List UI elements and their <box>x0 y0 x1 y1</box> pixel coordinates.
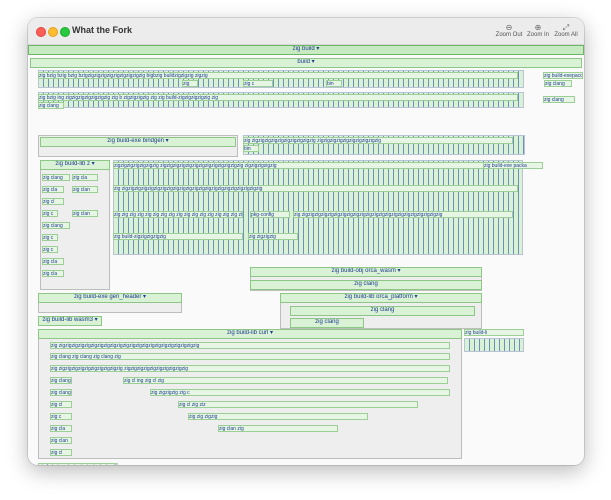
bar-z-zig-clang-5[interactable]: zig clang <box>42 222 70 229</box>
bar-curl-zig-row7[interactable]: zig zig zigzig <box>188 413 368 420</box>
zoom-in-icon: ⊕ <box>534 23 542 32</box>
zoom-out-label: Zoom Out <box>495 32 523 38</box>
zoom-out-icon: ⊖ <box>505 23 513 32</box>
bar-build-exe-bindgen[interactable]: zig build-exe bindgen ▾ <box>40 137 236 147</box>
close-window-button[interactable] <box>36 27 46 37</box>
bar-build-lib-e-hatched[interactable] <box>464 338 524 352</box>
bar-z-zig-cl-3[interactable]: zig cl <box>42 198 64 205</box>
bar-zig-wide-row1[interactable]: zig bzig bzig bzig bzigzigzigzigzigzigzi… <box>38 72 518 79</box>
bar-pkg-config[interactable]: pkg-config <box>250 211 290 218</box>
bar-curl-zig-clang-4[interactable]: zig clang <box>50 377 72 384</box>
bar-z-zig-cla-2[interactable]: zig cla <box>42 186 64 193</box>
bar-mid-hatched[interactable] <box>113 160 523 255</box>
zoom-all-label: Zoom All <box>554 32 578 38</box>
zoom-in-button[interactable]: ⊕ Zoom In <box>522 23 554 38</box>
bar-curl-zig-row6[interactable]: zig cl zig ziz <box>178 401 418 408</box>
bar-z-zig-c-7[interactable]: zig c <box>42 246 58 253</box>
zoom-out-button[interactable]: ⊖ Zoom Out <box>493 23 525 38</box>
bar-mid-zig-row1[interactable]: zigzigzigzigzigzigzig zigzigzigzigzigzig… <box>113 162 518 169</box>
maximize-window-button[interactable] <box>60 27 70 37</box>
bar-bottom-zig-row1[interactable]: zig bzig ing zigzigzigzigzigzigzig zig b… <box>38 463 116 465</box>
bar-mid-zig-row3b[interactable]: zig zigzigzigzigzigzigzigzigzigzigzigzig… <box>293 211 513 218</box>
bar-zig-clang-row2a[interactable]: zig clang <box>38 102 64 109</box>
bar-orca-platform-zig-clang-2[interactable]: zig clang <box>290 318 364 328</box>
bar-zig-row1[interactable]: zig <box>182 80 198 87</box>
bar-build-exe-packa[interactable]: zig build-exe packa <box>483 162 543 169</box>
bar-mid-zig-row4b[interactable]: zig zigzigzig <box>248 233 298 240</box>
bar-z-zig-clan-2[interactable]: zig clan <box>72 186 98 193</box>
bar-build-lib-orca-platform[interactable]: zig build-lib orca_platform ▾ <box>280 293 482 303</box>
flame-graph-canvas[interactable]: zig build ▾ build ▾ zig bzig bzig bzig b… <box>28 45 584 465</box>
bar-bin-row3[interactable]: bin <box>243 145 259 152</box>
bar-mid-zig-row3[interactable]: zig zig zig zig zig zig zig zig zig zig … <box>113 211 243 218</box>
bar-curl-zig-cli-6[interactable]: zig cl <box>50 401 72 408</box>
bar-z-zig-clang-1[interactable]: zig clang <box>42 174 70 181</box>
bar-z-zig-cla-9[interactable]: zig cla <box>42 270 64 277</box>
bar-curl-zig-cla-8[interactable]: zig cla <box>50 425 72 432</box>
bar-z-zig-cla-8[interactable]: zig cla <box>42 258 64 265</box>
bar-z-zig-c-4[interactable]: zig c <box>42 210 58 217</box>
zoom-in-label: Zoom In <box>526 32 549 38</box>
bar-curl-zig-row5[interactable]: zig zigzigzig zig c <box>150 389 450 396</box>
zoom-all-button[interactable]: ⤢ Zoom All <box>550 23 582 38</box>
bar-z-zig-c-6[interactable]: zig c <box>42 234 58 241</box>
bar-build-exe-gen-header[interactable]: zig build-exe gen_header ▾ <box>38 293 182 303</box>
bar-build-obj-orca-wasm[interactable]: zig build-obj orca_wasm ▾ <box>250 267 482 277</box>
bar-curl-zig-cli-7[interactable]: zig c <box>50 413 72 420</box>
minimize-window-button[interactable] <box>48 27 58 37</box>
zoom-all-icon: ⤢ <box>562 23 570 32</box>
bar-z-zig-clan-4[interactable]: zig clan <box>72 210 98 217</box>
bar-curl-zig-clang-5[interactable]: zig clang <box>50 389 72 396</box>
bar-build-lib-z[interactable]: zig build-lib z ▾ <box>40 160 110 170</box>
bar-zig-clang-row2[interactable]: zig clang <box>543 96 575 103</box>
bar-curl-zig-row8[interactable]: zig clan zig <box>218 425 338 432</box>
app-window: What the Fork ⊖ Zoom Out ⊕ Zoom In ⤢ Zoo… <box>28 18 584 465</box>
bar-curl-zig-row3[interactable]: zig zigzigzigzigzigzigzigzigzigzig zigzi… <box>50 365 450 372</box>
bar-curl-zig-clan-9[interactable]: zig clan <box>50 437 72 444</box>
bar-zig-wide-row3[interactable]: zig zigzigzigzigzigzigzigzigzigzig zigzi… <box>243 137 513 144</box>
bar-curl-zig-row1[interactable]: zig zigzigzigzigzigzigzigzigzigzigzigzig… <box>50 342 450 349</box>
bar-curl-zig-row4[interactable]: zig cl ing zig cl zig <box>123 377 448 384</box>
bar-zig-clang-expecc[interactable]: zig clang <box>544 80 572 87</box>
bar-bin-row1[interactable]: bin <box>326 80 342 87</box>
bar-build-exe-expecc[interactable]: zig build-exepacc <box>543 72 583 79</box>
bar-build-lib-e[interactable]: zig build-li <box>464 329 524 336</box>
bar-build[interactable]: build ▾ <box>30 58 582 68</box>
bar-mid-zig-row4[interactable]: zig build-zigzigzigzigzig <box>113 233 243 240</box>
bar-zig-c-row1[interactable]: zig c <box>243 80 273 87</box>
bar-build-lib-curl[interactable]: zig build-lib curl ▾ <box>38 329 462 339</box>
bar-curl-zig-cli-10[interactable]: zig cl <box>50 449 72 456</box>
bar-curl-zig-row2[interactable]: zig clang zig clang zig clang zig <box>50 353 450 360</box>
bar-z-zig-cla-1[interactable]: zig cla <box>72 174 98 181</box>
bar-orca-platform-zig-clang[interactable]: zig clang <box>290 306 475 316</box>
bar-zig-wide-row2[interactable]: zig bzig ing zigzigzigzigzigzigzig zig b… <box>38 94 518 101</box>
bar-build-lib-wasm3[interactable]: zig build-lib wasm3 ▾ <box>38 316 102 326</box>
bar-orca-wasm-zig-clang[interactable]: zig clang <box>250 280 482 290</box>
title-bar: What the Fork ⊖ Zoom Out ⊕ Zoom In ⤢ Zoo… <box>28 18 584 45</box>
window-title: What the Fork <box>72 25 132 35</box>
bar-zig-build[interactable]: zig build ▾ <box>28 45 584 55</box>
bar-mid-zig-row2[interactable]: zig zigzigzigzigzigzigzigzigzigzigzigzig… <box>113 185 518 192</box>
